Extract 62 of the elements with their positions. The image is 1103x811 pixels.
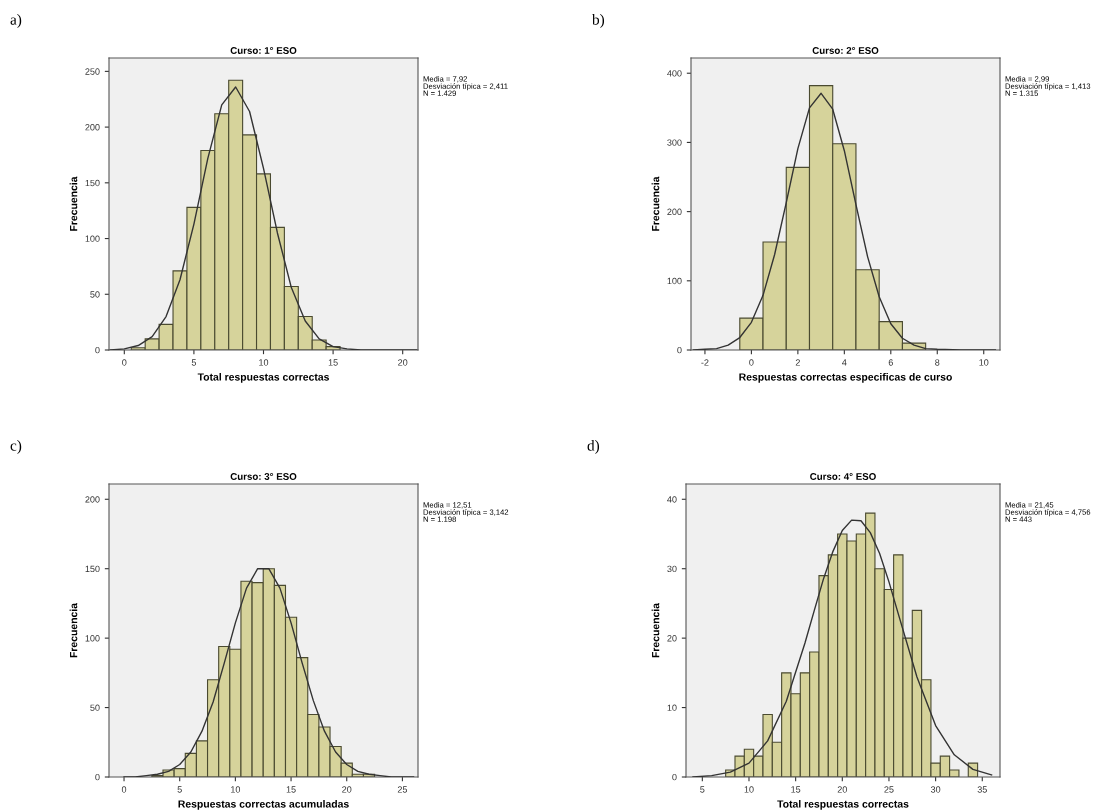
text: d) [587, 440, 600, 454]
x-tick-label: 15 [791, 786, 801, 793]
y-axis-title: Frecuencia [651, 176, 660, 231]
x-tick-label: 15 [328, 359, 338, 366]
x-tick-label: 5 [177, 786, 182, 793]
x-tick-label: 8 [935, 359, 940, 366]
y-axis-title: Frecuencia [69, 176, 78, 231]
y-tick-label: 100 [85, 635, 100, 642]
x-tick-label: 20 [342, 786, 352, 793]
y-tick-label: 250 [85, 68, 100, 75]
x-tick-label: 25 [397, 786, 408, 793]
y-tick-label: 10 [667, 704, 677, 711]
y-tick-label: 200 [85, 496, 100, 503]
y-tick-label: 50 [90, 704, 100, 711]
y-tick-label: 150 [85, 179, 100, 187]
y-tick-label: 150 [85, 565, 100, 573]
x-tick-label: 35 [977, 786, 987, 793]
x-tick-label: 10 [231, 786, 241, 793]
y-tick-label: 20 [667, 635, 677, 642]
x-tick-label: 0 [122, 359, 127, 366]
x-tick-label: 5 [700, 786, 705, 793]
text: c) [10, 440, 22, 454]
x-tick-label: 6 [888, 359, 893, 366]
x-tick-label: 10 [744, 786, 754, 793]
chart-title: Curso: 4° ESO [810, 473, 876, 480]
chart-title: Curso: 3° ESO [230, 473, 297, 480]
x-tick-label: 2 [795, 359, 800, 366]
y-tick-label: 0 [95, 773, 100, 781]
x-tick-label: 30 [930, 786, 941, 793]
y-tick-label: 300 [667, 139, 682, 146]
x-tick-label: -2 [701, 359, 709, 366]
y-tick-label: 30 [667, 565, 677, 573]
y-tick-label: 400 [667, 70, 682, 77]
y-tick-label: 0 [95, 346, 100, 354]
y-axis-title: Frecuencia [651, 602, 660, 658]
y-tick-label: 200 [85, 124, 100, 131]
x-tick-label: 20 [398, 359, 408, 366]
text: b) [592, 14, 605, 28]
y-tick-label: 200 [667, 208, 682, 215]
x-tick-label: 15 [286, 786, 296, 793]
x-tick-label: 0 [749, 359, 754, 366]
x-axis-title: Respuestas correctas especificas de curso [739, 373, 952, 383]
x-tick-label: 25 [884, 786, 894, 793]
x-tick-label: 0 [121, 786, 127, 793]
x-axis-title: Total respuestas correctas [197, 373, 329, 383]
y-axis-title: Frecuencia [69, 602, 78, 658]
chart-title: Curso: 2° ESO [812, 47, 879, 54]
x-tick-label: 10 [259, 359, 269, 366]
x-axis-title: Total respuestas correctas [777, 800, 909, 810]
y-tick-label: 40 [667, 496, 677, 503]
x-tick-label: 5 [191, 359, 197, 366]
y-tick-label: 100 [667, 277, 682, 285]
y-tick-label: 100 [85, 235, 100, 242]
y-tick-label: 0 [672, 773, 677, 781]
x-tick-label: 20 [837, 786, 847, 793]
chart-title: Curso: 1° ESO [230, 47, 297, 54]
text: a) [10, 14, 22, 28]
x-axis-title: Respuestas correctas acumuladas [178, 800, 349, 810]
y-tick-label: 0 [677, 346, 682, 354]
y-tick-label: 50 [90, 291, 100, 298]
x-tick-label: 10 [979, 359, 989, 366]
x-tick-label: 4 [842, 359, 847, 366]
